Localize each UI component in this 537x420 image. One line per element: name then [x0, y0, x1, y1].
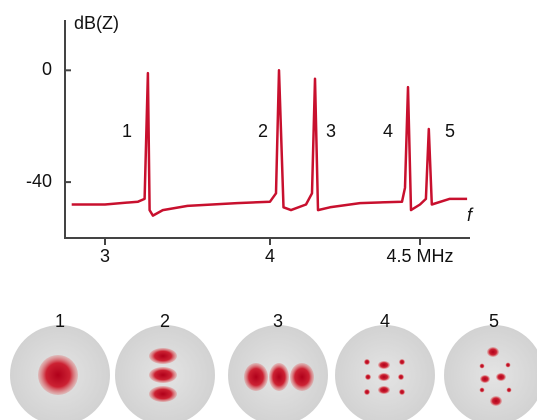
- mode-disc: [444, 325, 537, 420]
- y-axis-label: dB(Z): [74, 13, 119, 33]
- peak-label: 4: [383, 121, 393, 141]
- mode-spot: [38, 355, 78, 395]
- x-tick-label: 3: [100, 246, 110, 266]
- mode-spot: [269, 363, 289, 391]
- mode-spot: [149, 367, 177, 383]
- mode-spot: [149, 348, 177, 364]
- y-tick-label: 0: [42, 59, 52, 79]
- mode-images: [10, 325, 537, 420]
- mode-label: 2: [160, 311, 170, 331]
- mode-disc: [335, 325, 435, 420]
- y-tick-label: -40: [26, 171, 52, 191]
- mode-spot: [290, 363, 314, 391]
- x-tick-label: 4.5 MHz: [386, 246, 453, 266]
- impedance-curve: [71, 69, 468, 217]
- mode-label: 3: [273, 311, 283, 331]
- mode-spot: [244, 363, 268, 391]
- mode-spots: [364, 359, 405, 395]
- peak-label: 1: [122, 121, 132, 141]
- mode-spot: [149, 386, 177, 402]
- x-tick-label: 4: [265, 246, 275, 266]
- peak-label: 3: [326, 121, 336, 141]
- peak-label: 2: [258, 121, 268, 141]
- mode-spots: [479, 347, 512, 406]
- mode-label: 4: [380, 311, 390, 331]
- peak-label: 5: [445, 121, 455, 141]
- mode-label: 5: [489, 311, 499, 331]
- mode-label: 1: [55, 311, 65, 331]
- x-axis-label: f: [467, 205, 474, 225]
